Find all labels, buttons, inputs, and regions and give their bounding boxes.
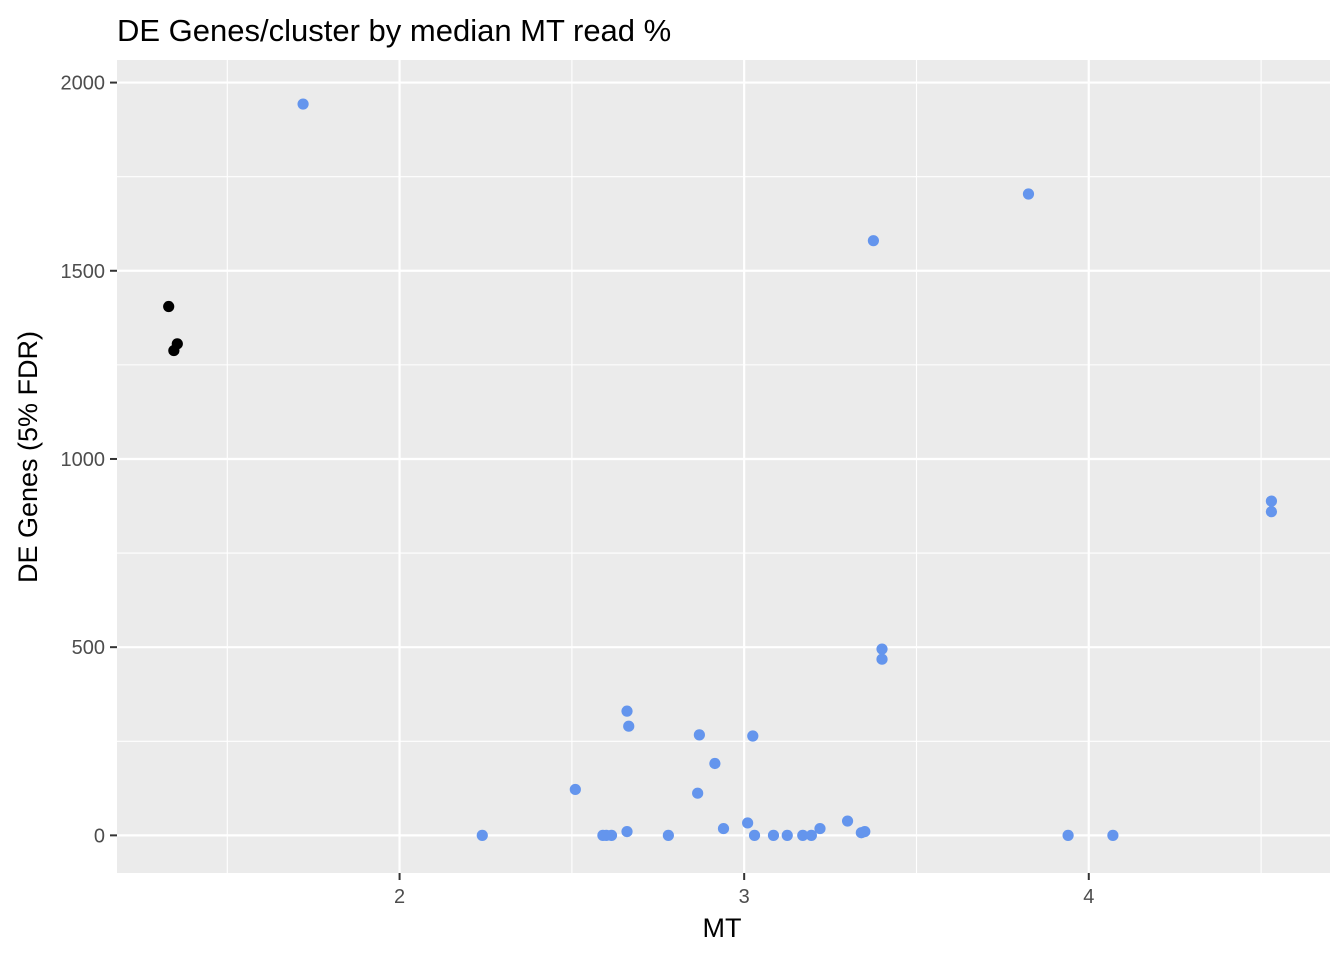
data-point — [297, 98, 309, 110]
data-point — [569, 783, 581, 796]
data-point — [709, 757, 721, 770]
x-tick-label: 4 — [1083, 886, 1094, 908]
y-tick-label: 500 — [72, 637, 105, 659]
data-point — [476, 829, 488, 841]
data-points — [163, 98, 1278, 841]
data-point — [747, 730, 759, 742]
data-point — [859, 825, 871, 838]
minor-gridlines — [117, 60, 1330, 873]
y-tick-label: 0 — [94, 825, 105, 847]
data-point — [742, 817, 754, 829]
y-axis-title: DE Genes (5% FDR) — [13, 331, 43, 583]
data-point — [693, 729, 705, 741]
data-point — [621, 705, 633, 717]
data-point — [876, 643, 888, 655]
x-axis-title: MT — [703, 913, 742, 943]
data-point — [781, 829, 793, 841]
major-gridlines — [117, 60, 1330, 873]
data-point — [1062, 829, 1074, 841]
x-tick-labels: 2 3 4 — [394, 886, 1094, 908]
data-point — [605, 829, 618, 841]
data-point — [805, 829, 817, 841]
data-point — [767, 829, 780, 841]
data-point — [692, 787, 704, 799]
data-point — [171, 338, 183, 350]
x-tick-label: 3 — [739, 886, 750, 908]
plot-panel — [117, 60, 1330, 873]
data-point — [867, 235, 880, 247]
data-point — [621, 825, 633, 838]
data-point — [163, 300, 175, 313]
data-point — [1265, 506, 1278, 518]
data-point — [717, 822, 730, 835]
y-tick-labels: 0 500 1000 1500 2000 — [61, 73, 106, 848]
x-tick-label: 2 — [394, 886, 405, 908]
data-point — [1022, 188, 1035, 200]
y-tick-label: 2000 — [61, 73, 106, 95]
data-point — [797, 829, 809, 841]
data-point — [662, 829, 674, 841]
axis-ticks — [110, 81, 1090, 880]
chart-title: DE Genes/cluster by median MT read % — [117, 13, 671, 48]
data-point — [623, 720, 635, 732]
y-tick-label: 1500 — [61, 261, 106, 283]
data-point — [841, 815, 854, 827]
data-point — [1265, 495, 1278, 507]
data-point — [748, 829, 761, 841]
data-point — [876, 653, 888, 665]
data-point — [1107, 829, 1119, 841]
y-tick-label: 1000 — [61, 449, 106, 471]
data-point — [814, 822, 826, 835]
